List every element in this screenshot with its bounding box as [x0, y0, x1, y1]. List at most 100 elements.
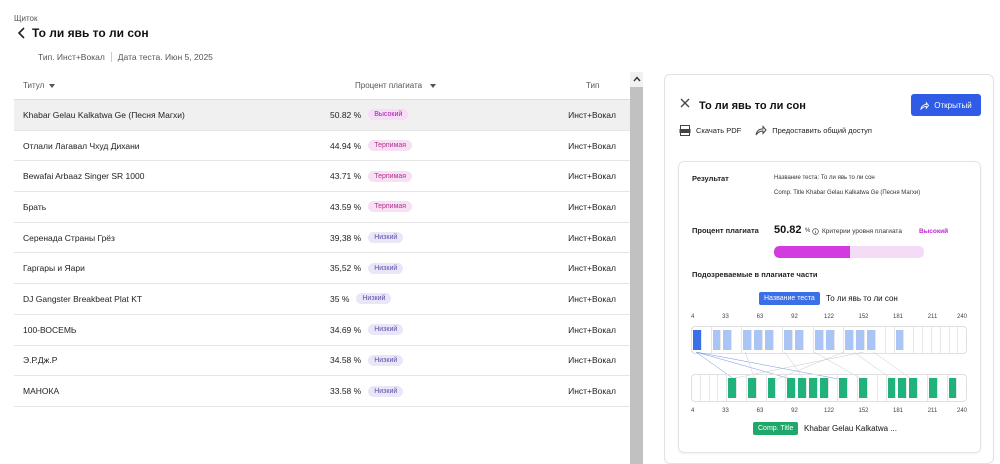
test-title-name: То ли явь то ли сон	[826, 294, 898, 303]
timeline-segment	[914, 327, 924, 353]
timeline-segment	[758, 375, 767, 401]
timeline-tick: 63	[756, 408, 764, 414]
timeline-segment[interactable]	[859, 378, 868, 398]
row-percent: 43.59 %	[330, 201, 362, 212]
timeline-segment[interactable]	[728, 378, 738, 398]
timeline-segment[interactable]	[767, 378, 777, 398]
pdf-icon	[679, 125, 691, 136]
row-title: Серенада Страны Грёз	[23, 232, 115, 243]
table-row[interactable]: Серенада Страны Грёз 39,38 % Низкий Инст+Во…	[14, 223, 630, 254]
table-row[interactable]: Э.Р.Дж.Р 34.58 % Низкий Инст+Вокал	[14, 346, 630, 377]
level-badge: Низкий	[368, 232, 404, 244]
timeline-segment	[805, 327, 814, 353]
row-title: Гаргары и Яари	[23, 263, 85, 274]
timeline-segment	[738, 375, 747, 401]
timeline-segment[interactable]	[764, 330, 774, 350]
timeline-segment[interactable]	[898, 378, 908, 398]
timeline-segment[interactable]	[909, 378, 919, 398]
row-type: Инст+Вокал	[568, 386, 616, 397]
header-title[interactable]: Титул	[23, 81, 56, 90]
timeline-segment[interactable]	[839, 378, 849, 398]
timeline-segment[interactable]	[798, 378, 807, 398]
timeline-segment[interactable]	[795, 330, 805, 350]
download-pdf-button[interactable]: Скачать PDF	[679, 125, 741, 136]
timeline-segment[interactable]	[825, 330, 835, 350]
timeline-segment	[958, 327, 966, 353]
chevron-up-icon	[632, 76, 641, 82]
timeline-segment[interactable]	[753, 330, 763, 350]
scroll-up-button[interactable]	[630, 72, 643, 86]
timeline-tick: 122	[823, 408, 835, 414]
breadcrumb[interactable]: Щиток	[14, 14, 38, 23]
header-type: Тип	[586, 81, 599, 90]
row-percent: 34.58 %	[330, 355, 362, 366]
info-icon[interactable]	[812, 228, 819, 235]
timeline-segment[interactable]	[867, 330, 876, 350]
timeline-segment	[958, 375, 966, 401]
timeline-segment	[877, 327, 886, 353]
table-scrollbar[interactable]	[630, 72, 643, 464]
timeline-segment[interactable]	[845, 330, 855, 350]
table-row[interactable]: Гаргары и Яари 35,52 % Низкий Инст+Вокал	[14, 253, 630, 285]
level-badge: Низкий	[356, 293, 392, 305]
timeline-segment[interactable]	[887, 378, 897, 398]
back-button[interactable]: То ли явь то ли сон	[17, 26, 149, 40]
row-percent-cell: 50.82 % Высокий	[330, 100, 409, 130]
timeline-segment	[869, 375, 878, 401]
timeline-segment[interactable]	[814, 330, 824, 350]
panel-actions: Скачать PDF Предоставить общий доступ	[679, 125, 872, 136]
timeline-segment[interactable]	[856, 330, 866, 350]
timeline-tick: 4	[691, 314, 695, 320]
row-type: Инст+Вокал	[568, 355, 616, 366]
timeline-tick: 63	[756, 314, 764, 320]
timeline-segment[interactable]	[928, 378, 938, 398]
table-row[interactable]: 100-ВОСЕМЬ 34.69 % Низкий Инст+Вокал	[14, 315, 630, 346]
timeline-tick: 92	[791, 408, 798, 414]
close-icon[interactable]	[679, 97, 691, 109]
row-percent: 34.69 %	[330, 324, 362, 335]
test-meta: Тип. Инст+Вокал Дата теста. Июн 5, 2025	[38, 52, 213, 62]
share-label: Предоставить общий доступ	[772, 126, 872, 135]
row-percent: 44.94 %	[330, 140, 362, 151]
table-row[interactable]: Отлали Лагавал Чхуд Дихани 44.94 % Терпима…	[14, 131, 630, 162]
table-row[interactable]: Khabar Gelau Kalkatwa Ge (Песня Магхи) 50…	[14, 100, 630, 131]
header-percent[interactable]: Процент плагиата	[355, 81, 437, 90]
match-link-line	[814, 352, 864, 380]
timeline-segment[interactable]	[712, 330, 722, 350]
timeline-segment[interactable]	[693, 330, 702, 350]
row-percent-cell: 33.58 % Низкий	[330, 376, 404, 406]
results-table: Титул Процент плагиата Тип Khabar Gelau …	[14, 72, 630, 464]
row-type: Инст+Вокал	[568, 324, 616, 335]
timeline-tick: 240	[956, 408, 967, 414]
download-pdf-label: Скачать PDF	[696, 126, 742, 135]
table-row[interactable]: МАНОКА 33.58 % Низкий Инст+Вокал	[14, 376, 630, 407]
result-label: Результат	[692, 174, 729, 183]
timeline-segment[interactable]	[784, 330, 794, 350]
timeline-segment[interactable]	[819, 378, 829, 398]
row-type: Инст+Вокал	[568, 171, 616, 182]
row-type: Инст+Вокал	[568, 140, 616, 151]
timeline-segment[interactable]	[948, 378, 958, 398]
timeline-segment[interactable]	[787, 378, 797, 398]
table-row[interactable]: Bewafai Arbaaz Singer SR 1000 43.71 % Терп…	[14, 161, 630, 193]
match-link-line	[744, 352, 756, 380]
level-badge: Терпимая	[368, 140, 413, 152]
table-row[interactable]: Брать 43.59 % Терпимая Инст+Вокал	[14, 192, 630, 223]
match-link-line	[695, 352, 795, 380]
timeline-segment[interactable]	[723, 330, 733, 350]
comp-timeline	[691, 374, 967, 402]
scroll-thumb[interactable]	[630, 87, 643, 464]
row-percent-cell: 34.69 % Низкий	[330, 315, 404, 345]
timeline-tick: 92	[791, 314, 798, 320]
open-button[interactable]: Открытый	[911, 94, 981, 116]
match-link-line	[873, 352, 913, 380]
timeline-segment[interactable]	[747, 378, 757, 398]
table-row[interactable]: DJ Gangster Breakbeat Plat KT 35 % Низкий И…	[14, 284, 630, 315]
criteria-value: Высокий	[919, 228, 949, 235]
timeline-segment[interactable]	[743, 330, 752, 350]
header-type-label: Тип	[586, 81, 600, 90]
timeline-segment[interactable]	[895, 330, 905, 350]
share-button[interactable]: Предоставить общий доступ	[755, 125, 872, 136]
timeline-segment[interactable]	[808, 378, 818, 398]
date-meta: Дата теста. Июн 5, 2025	[117, 52, 213, 62]
